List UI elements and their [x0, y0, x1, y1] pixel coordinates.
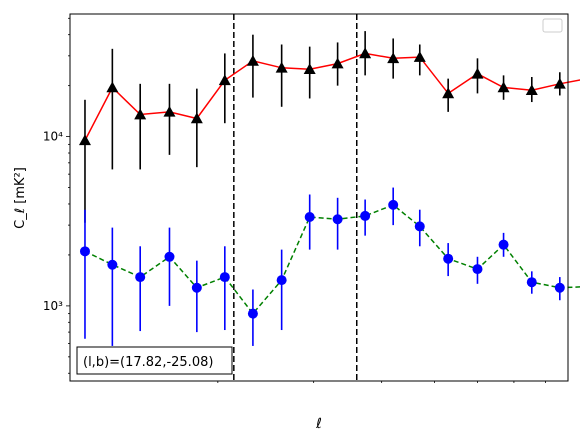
- data-point: [247, 308, 258, 319]
- data-point: [304, 212, 315, 223]
- series-1: [78, 31, 580, 223]
- axis-ticks: 10³10⁴10³: [43, 17, 546, 383]
- data-point: [106, 81, 119, 93]
- data-point: [360, 210, 371, 221]
- data-point: [134, 108, 147, 120]
- data-point: [275, 61, 288, 73]
- data-point: [525, 84, 538, 95]
- data-point: [78, 134, 91, 146]
- data-point: [107, 259, 118, 270]
- data-point: [413, 51, 426, 62]
- data-point: [79, 246, 90, 257]
- data-point: [191, 282, 202, 293]
- data-point: [219, 272, 230, 283]
- annotation-text: (l,b)=(17.82,-25.08): [83, 355, 213, 370]
- series-2: [79, 187, 580, 346]
- data-point: [443, 253, 454, 264]
- data-point: [276, 275, 287, 286]
- data-point: [332, 214, 343, 225]
- legend-box: [542, 18, 563, 33]
- data-point: [498, 239, 509, 250]
- data-point: [388, 199, 399, 210]
- data-point: [218, 74, 231, 86]
- data-point: [526, 277, 537, 288]
- series-line: [84, 52, 580, 141]
- data-point: [442, 87, 455, 99]
- data-point: [359, 47, 372, 59]
- data-point: [163, 105, 176, 117]
- y-tick-label: 10⁴: [43, 130, 63, 144]
- data-point: [471, 67, 484, 79]
- plot-area: [78, 14, 580, 381]
- series-line: [84, 204, 580, 315]
- data-point: [387, 52, 400, 64]
- data-point: [472, 264, 483, 275]
- data-point: [246, 54, 259, 66]
- annotation-box: [76, 346, 233, 375]
- data-point: [497, 81, 510, 93]
- x-axis-label: ℓ: [315, 416, 322, 432]
- data-point: [554, 282, 565, 293]
- y-tick-label: 10³: [43, 299, 63, 313]
- data-point: [331, 57, 344, 69]
- data-point: [414, 221, 425, 232]
- data-point: [190, 112, 203, 124]
- data-point: [553, 77, 566, 89]
- data-point: [303, 63, 316, 75]
- axes-frame: [69, 13, 569, 382]
- data-point: [135, 272, 146, 283]
- data-point: [164, 251, 175, 262]
- y-axis-label: C_ℓ [mK²]: [13, 167, 28, 229]
